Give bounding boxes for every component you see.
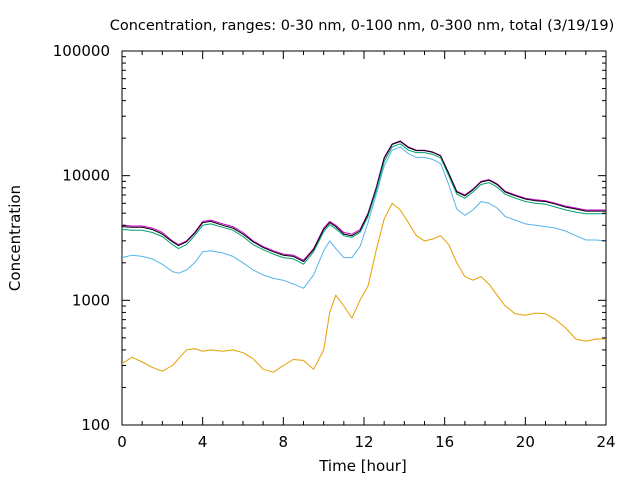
plot-frame (121, 50, 607, 426)
x-tick-label: 0 (117, 433, 127, 451)
series-line-4 (121, 146, 607, 289)
series-line-3 (121, 143, 606, 265)
y-tick-label: 100000 (53, 42, 110, 60)
chart-title: Concentration, ranges: 0-30 nm, 0-100 nm… (110, 18, 615, 34)
x-tick-label: 16 (435, 433, 454, 451)
x-axis-label: Time [hour] (318, 457, 407, 475)
y-axis-label: Concentration (6, 185, 24, 291)
x-tick-label: 24 (596, 433, 615, 451)
axes: 0 4 8 12 16 20 24 100 1000 10000 100000 (53, 42, 616, 451)
x-tick-label: 4 (198, 433, 208, 451)
y-tick-label: 1000 (72, 291, 110, 309)
x-tick-label: 12 (354, 433, 373, 451)
x-tick-label: 20 (516, 433, 535, 451)
series-line-5 (121, 202, 606, 373)
series-line-2 (121, 141, 606, 262)
y-tick-label: 10000 (62, 167, 110, 185)
x-tick-label: 8 (279, 433, 289, 451)
y-tick-label: 100 (81, 416, 110, 434)
series-lines (121, 140, 607, 373)
